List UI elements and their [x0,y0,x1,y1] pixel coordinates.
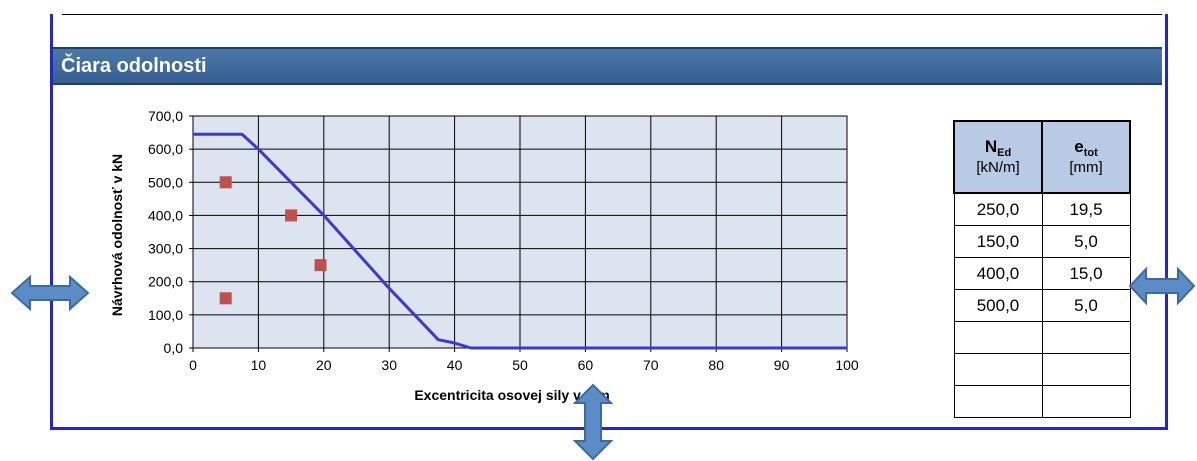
x-tick-label: 90 [774,357,790,373]
cell-ned[interactable]: 400,0 [953,257,1043,290]
table-row: 500,0 5,0 [953,289,1131,322]
x-tick-label: 50 [512,357,528,373]
resize-bottom-double-arrow-icon[interactable] [572,383,614,461]
table-row: 150,0 5,0 [953,225,1131,258]
x-tick-label: 100 [835,357,859,373]
x-axis-title: Excentricita osovej sily v mm [414,387,609,403]
load-point [219,176,232,189]
cell-ned[interactable]: 500,0 [953,289,1043,322]
header-ned-unit: [kN/m] [976,159,1020,177]
grid-lines [193,116,847,348]
cell-etot[interactable]: 5,0 [1041,225,1131,258]
header-etot-symbol: e [1074,136,1084,156]
cell-etot[interactable] [1041,353,1131,386]
load-point [314,259,327,272]
section-title: Čiara odolnosti [61,55,207,77]
table-row: 250,0 19,5 [953,192,1131,226]
x-tick-label: 20 [316,357,332,373]
cell-ned[interactable] [953,353,1043,386]
header-ned-symbol: N [984,136,998,156]
cell-etot[interactable] [1041,321,1131,354]
cell-ned[interactable] [953,385,1043,418]
x-tick-label: 40 [447,357,463,373]
y-tick-label: 700,0 [148,108,183,124]
resistance-curve [193,132,847,350]
header-etot-unit: [mm] [1069,159,1103,177]
y-tick-label: 300,0 [148,241,183,257]
resize-left-double-arrow-icon[interactable] [10,274,90,312]
y-tick-label: 400,0 [148,207,183,223]
cell-ned[interactable]: 250,0 [953,192,1043,226]
x-tick-label: 60 [578,357,594,373]
cell-etot[interactable] [1041,385,1131,418]
y-tick-label: 600,0 [148,141,183,157]
section-header: Čiara odolnosti [53,47,1162,85]
tick-labels: 0 10 20 30 40 50 60 70 80 90 100 0,0 100,0 200,0 300,0… [148,108,859,373]
cell-ned[interactable] [953,321,1043,354]
header-ned: NEd [kN/m] [953,120,1043,194]
table-row: 400,0 15,0 [953,257,1131,290]
resize-right-double-arrow-icon[interactable] [1128,266,1196,306]
x-tick-label: 70 [643,357,659,373]
header-ned-subscript: Ed [997,147,1012,160]
y-tick-label: 500,0 [148,174,183,190]
cell-ned[interactable]: 150,0 [953,225,1043,258]
header-etot-subscript: tot [1083,147,1098,160]
cell-etot[interactable]: 15,0 [1041,257,1131,290]
y-axis-title: Návrhová odolnosť v kN [109,154,125,316]
y-tick-label: 0,0 [164,340,184,356]
load-table: NEd [kN/m] etot [mm] 250,0 19,5 150,0 5,… [953,120,1131,418]
table-row [953,321,1131,354]
table-row [953,385,1131,418]
x-tick-label: 10 [251,357,267,373]
table-row [953,353,1131,386]
x-tick-label: 30 [381,357,397,373]
load-point [285,209,298,222]
table-header-row: NEd [kN/m] etot [mm] [953,120,1131,194]
cell-etot[interactable]: 19,5 [1041,192,1131,226]
y-tick-label: 100,0 [148,307,183,323]
section-frame [50,14,1168,430]
x-tick-label: 80 [708,357,724,373]
x-tick-label: 0 [189,357,197,373]
series-layer [193,132,847,350]
cell-etot[interactable]: 5,0 [1041,289,1131,322]
top-rule [62,14,1162,15]
axes [189,115,848,352]
y-tick-label: 200,0 [148,274,183,290]
load-point [219,292,232,305]
header-etot: etot [mm] [1041,120,1131,194]
